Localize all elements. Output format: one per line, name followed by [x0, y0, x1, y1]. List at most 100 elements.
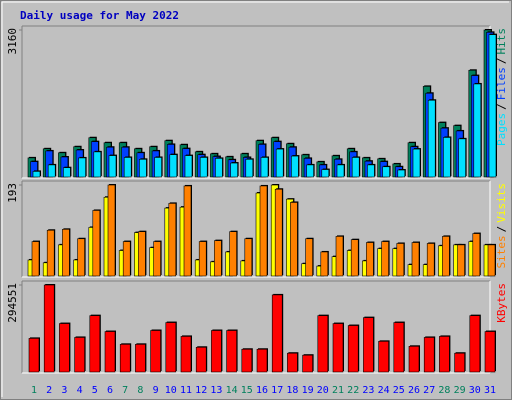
bar — [195, 346, 207, 373]
x-tick-label: 28 — [438, 385, 450, 396]
bar — [211, 330, 222, 373]
bar — [454, 352, 465, 373]
bar — [214, 240, 222, 277]
x-tick-label: 13 — [210, 385, 222, 396]
bar — [336, 164, 345, 178]
bar — [457, 244, 465, 277]
bar — [108, 155, 117, 178]
bar — [153, 241, 161, 277]
x-tick-label: 16 — [256, 385, 268, 396]
bar — [332, 323, 344, 373]
x-tick-label: 7 — [122, 385, 128, 396]
bar — [63, 167, 71, 178]
bar — [305, 238, 313, 277]
bar — [107, 184, 116, 277]
bar — [367, 164, 375, 178]
x-tick-label: 6 — [107, 385, 113, 396]
bar — [487, 244, 496, 277]
bar — [154, 157, 162, 178]
bar — [150, 330, 161, 373]
bar — [382, 166, 390, 178]
x-tick-label: 15 — [241, 385, 253, 396]
bar — [244, 238, 253, 277]
bar — [408, 346, 420, 373]
x-tick-label: 30 — [469, 385, 481, 396]
bar — [351, 157, 360, 178]
bar — [198, 241, 207, 277]
x-tick-label: 17 — [271, 385, 283, 396]
bar — [230, 162, 238, 178]
bar — [28, 338, 40, 373]
bar — [256, 348, 268, 373]
bar — [393, 322, 405, 373]
bar — [291, 155, 299, 178]
x-tick-label: 2 — [46, 385, 52, 396]
bar — [31, 241, 40, 277]
bar — [412, 148, 421, 178]
bar — [320, 251, 329, 277]
x-tick-label: 23 — [362, 385, 374, 396]
bar — [397, 169, 406, 178]
legend-separator: / — [495, 103, 508, 110]
bar — [458, 138, 466, 178]
bar — [138, 231, 146, 277]
bar — [427, 99, 436, 178]
bar — [472, 233, 481, 277]
y-tick-label: 294551 — [6, 283, 19, 323]
x-tick-label: 26 — [408, 385, 420, 396]
x-tick-label: 22 — [347, 385, 359, 396]
bar — [274, 188, 283, 277]
legend: KBytes — [495, 283, 508, 323]
x-tick-label: 10 — [165, 385, 177, 396]
bar — [122, 241, 131, 277]
bar — [229, 231, 237, 277]
legend-entry: Pages — [495, 113, 508, 146]
y-tick-label: 3160 — [6, 28, 19, 55]
bar — [290, 202, 298, 277]
bar — [139, 159, 147, 178]
bar — [347, 325, 359, 373]
legend: Pages / Files / Hits — [495, 28, 508, 146]
bar — [92, 210, 101, 277]
bar — [123, 157, 132, 178]
bar — [306, 164, 314, 178]
x-tick-label: 27 — [423, 385, 435, 396]
bar — [169, 154, 178, 178]
bar — [439, 336, 450, 373]
x-tick-label: 18 — [286, 385, 298, 396]
bar — [93, 151, 102, 178]
bar — [366, 242, 374, 277]
bar — [226, 330, 237, 373]
x-tick-label: 29 — [454, 385, 466, 396]
bar — [275, 148, 284, 178]
bar — [180, 336, 192, 373]
bar — [183, 185, 192, 277]
legend: Sites / Visits — [495, 183, 508, 269]
bar — [104, 331, 116, 373]
bar — [184, 155, 193, 178]
bar — [287, 352, 298, 373]
x-tick-label: 8 — [137, 385, 143, 396]
x-tick-label: 1 — [31, 385, 37, 396]
legend-separator: / — [495, 58, 508, 65]
bar — [443, 137, 451, 178]
legend-entry: KBytes — [495, 283, 508, 323]
bar — [119, 344, 131, 373]
bar — [321, 169, 330, 178]
bar — [199, 157, 208, 178]
bar — [302, 354, 313, 373]
bar — [43, 284, 55, 373]
x-tick-label: 24 — [378, 385, 390, 396]
bar — [335, 236, 344, 277]
bar — [317, 315, 329, 373]
bar — [89, 315, 101, 373]
bar — [381, 241, 389, 277]
x-tick-label: 11 — [180, 385, 192, 396]
x-tick-label: 5 — [92, 385, 98, 396]
bar — [77, 238, 85, 277]
bar — [469, 315, 481, 373]
y-tick-label: 193 — [6, 183, 19, 203]
bar — [350, 239, 359, 277]
bar — [215, 158, 223, 178]
